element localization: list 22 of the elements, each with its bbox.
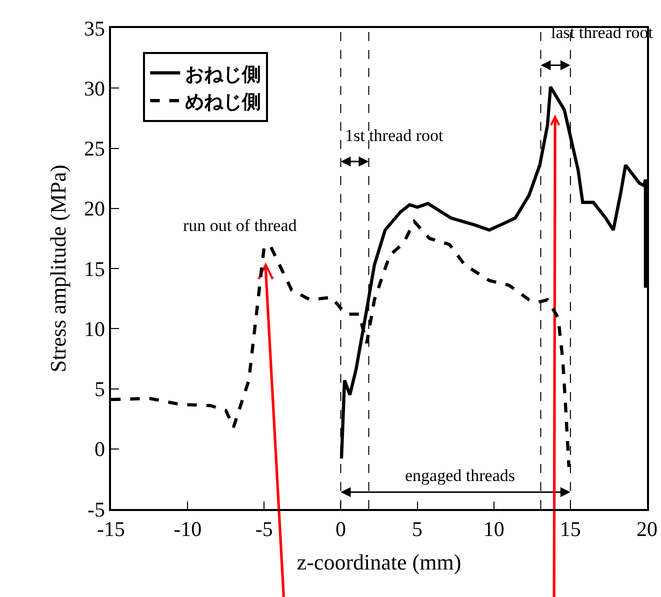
- y-tick-label: 15: [84, 256, 106, 281]
- x-tick-label: 5: [412, 516, 423, 541]
- x-tick-label: 10: [483, 516, 504, 541]
- annotation: run out of thread: [183, 216, 298, 235]
- x-tick-label: -10: [174, 516, 202, 541]
- x-tick-label: 15: [560, 516, 581, 541]
- x-tick-label: -5: [255, 516, 273, 541]
- y-tick-label: 20: [84, 196, 106, 221]
- y-tick-label: 30: [84, 76, 106, 100]
- y-tick-label: 10: [84, 316, 106, 341]
- x-tick-label: 20: [636, 516, 658, 541]
- y-axis-title: Stress amplitude (MPa): [45, 164, 70, 372]
- annotation: 1st thread root: [345, 126, 444, 145]
- legend-label: おねじ側: [185, 63, 262, 86]
- legend-label: めねじ側: [185, 91, 262, 114]
- y-tick-label: 0: [94, 437, 106, 462]
- y-tick-label: 25: [84, 136, 106, 161]
- x-axis-title: z-coordinate (mm): [296, 549, 462, 574]
- x-tick-label: 0: [335, 516, 346, 541]
- annotation: engaged threads: [405, 466, 515, 485]
- y-tick-label: 5: [94, 377, 106, 402]
- y-tick-label: 35: [84, 16, 106, 40]
